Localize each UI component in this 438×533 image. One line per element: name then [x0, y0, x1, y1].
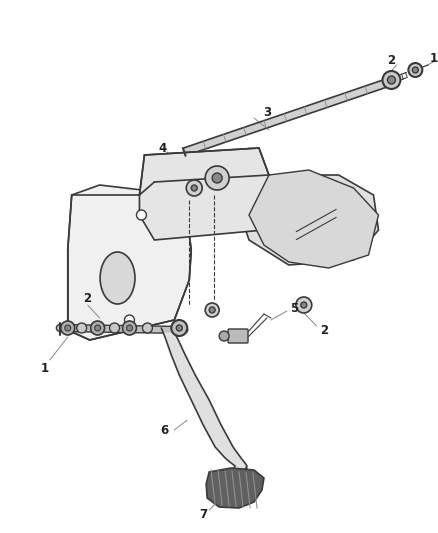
- Text: 6: 6: [160, 424, 169, 437]
- Ellipse shape: [100, 252, 135, 304]
- Circle shape: [110, 323, 120, 333]
- Text: 4: 4: [158, 141, 166, 155]
- Circle shape: [123, 321, 137, 335]
- Polygon shape: [239, 148, 378, 265]
- Polygon shape: [68, 185, 191, 340]
- Circle shape: [412, 67, 418, 73]
- Circle shape: [186, 180, 202, 196]
- Polygon shape: [139, 148, 269, 240]
- Polygon shape: [183, 79, 388, 156]
- Circle shape: [137, 210, 146, 220]
- Text: 1: 1: [429, 52, 437, 64]
- Text: 5: 5: [290, 302, 298, 314]
- Circle shape: [124, 315, 134, 325]
- Circle shape: [61, 321, 75, 335]
- Circle shape: [205, 166, 229, 190]
- Circle shape: [219, 331, 229, 341]
- Polygon shape: [206, 468, 264, 508]
- Circle shape: [171, 320, 187, 336]
- Circle shape: [209, 307, 215, 313]
- FancyBboxPatch shape: [228, 329, 248, 343]
- Circle shape: [91, 321, 105, 335]
- Circle shape: [127, 325, 132, 331]
- Circle shape: [408, 63, 422, 77]
- Circle shape: [382, 71, 400, 89]
- Text: 2: 2: [320, 324, 328, 336]
- Text: 7: 7: [199, 508, 207, 521]
- Circle shape: [191, 185, 197, 191]
- Circle shape: [301, 302, 307, 308]
- Polygon shape: [161, 328, 247, 473]
- Circle shape: [77, 323, 87, 333]
- Circle shape: [388, 76, 396, 84]
- Circle shape: [205, 303, 219, 317]
- Polygon shape: [249, 170, 378, 268]
- Circle shape: [212, 173, 222, 183]
- Circle shape: [177, 325, 182, 331]
- Text: 2: 2: [387, 54, 396, 68]
- Text: 1: 1: [41, 361, 49, 375]
- Circle shape: [95, 325, 101, 331]
- Circle shape: [142, 323, 152, 333]
- Circle shape: [296, 297, 312, 313]
- Circle shape: [65, 325, 71, 331]
- Text: 3: 3: [263, 107, 271, 119]
- Text: 2: 2: [84, 292, 92, 304]
